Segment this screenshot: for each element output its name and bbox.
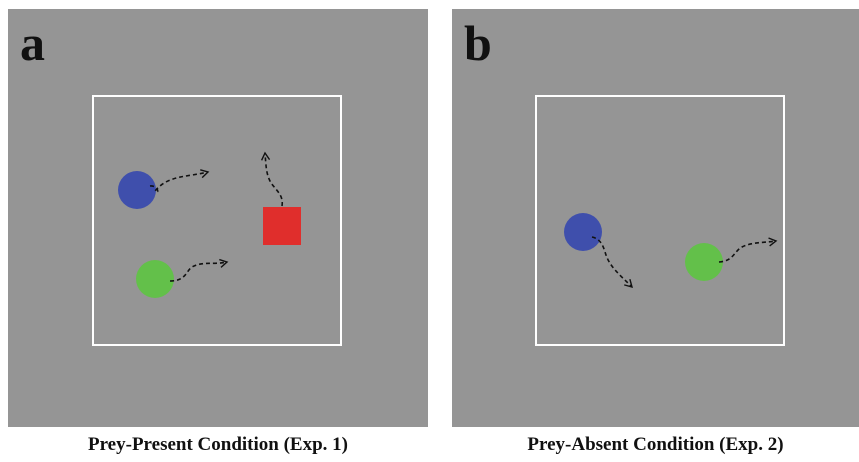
scene-drawing-a bbox=[118, 151, 301, 298]
arena-boundary bbox=[92, 95, 342, 346]
caption-prey-absent: Prey-Absent Condition (Exp. 2) bbox=[527, 434, 784, 455]
green-trajectory-arrow bbox=[718, 237, 778, 263]
green-circle-agent bbox=[685, 243, 723, 281]
scene-drawing-b bbox=[564, 213, 778, 288]
red-square-agent bbox=[263, 207, 301, 245]
blue-circle-agent bbox=[564, 213, 602, 251]
red-trajectory-arrow bbox=[260, 151, 284, 207]
caption-prey-present: Prey-Present Condition (Exp. 1) bbox=[87, 434, 348, 455]
blue-trajectory-arrow bbox=[149, 169, 210, 193]
green-trajectory-arrow bbox=[169, 258, 229, 282]
panel-prey-present: a bbox=[8, 9, 428, 427]
panel-label-b: b bbox=[464, 15, 492, 71]
blue-trajectory-arrow bbox=[591, 236, 633, 288]
green-circle-agent bbox=[136, 260, 174, 298]
arena-boundary bbox=[535, 95, 785, 346]
blue-circle-agent bbox=[118, 171, 156, 209]
panel-prey-absent: b bbox=[452, 9, 859, 427]
panel-label-a: a bbox=[20, 15, 45, 71]
